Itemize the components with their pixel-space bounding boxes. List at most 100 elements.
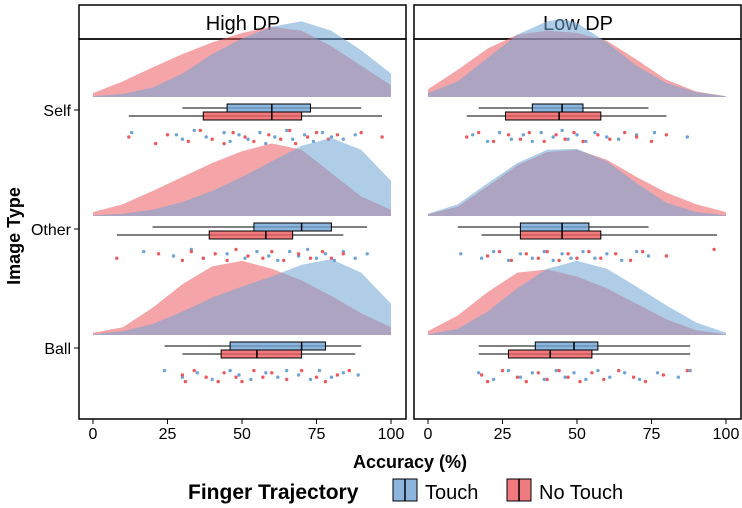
point-touch (542, 249, 546, 254)
density-touch (93, 21, 391, 97)
point-no-touch (566, 252, 570, 256)
point-no-touch (299, 368, 304, 373)
point-touch (617, 137, 621, 141)
point-no-touch (500, 368, 505, 373)
point-touch (491, 377, 496, 382)
box (531, 103, 584, 113)
point-touch (302, 133, 307, 137)
point-no-touch (213, 252, 217, 256)
box (519, 230, 602, 240)
point-no-touch (183, 379, 188, 384)
point-touch (637, 377, 642, 382)
point-no-touch (210, 137, 214, 141)
point-no-touch (599, 256, 603, 260)
point-touch (518, 252, 523, 256)
point-touch (560, 252, 564, 256)
point-no-touch (608, 137, 612, 141)
point-touch (509, 137, 514, 141)
point-touch (521, 133, 526, 137)
point-no-touch (231, 130, 235, 135)
point-touch (634, 249, 639, 254)
point-touch (130, 130, 134, 135)
point-no-touch (267, 133, 271, 137)
point-touch (608, 375, 612, 379)
x-tick-label: 50 (233, 426, 251, 443)
point-touch (551, 135, 555, 139)
point-no-touch (557, 258, 561, 263)
point-touch (542, 377, 546, 382)
point-no-touch (614, 252, 618, 256)
point-no-touch (252, 139, 256, 144)
density-touch (428, 148, 726, 216)
point-touch (311, 139, 316, 144)
point-touch (353, 256, 357, 260)
box (202, 111, 303, 121)
point-touch (491, 249, 496, 254)
point-touch (485, 139, 490, 144)
point-touch (646, 254, 651, 258)
point-no-touch (479, 373, 484, 377)
point-no-touch (320, 249, 325, 254)
point-no-touch (643, 379, 648, 384)
point-no-touch (634, 135, 639, 139)
y-axis-title: Image Type (4, 187, 24, 285)
point-touch (228, 368, 232, 373)
boxplot-touch (164, 341, 362, 351)
point-no-touch (335, 133, 340, 137)
point-no-touch (347, 368, 351, 373)
point-no-touch (664, 133, 669, 137)
point-touch (142, 249, 146, 254)
point-no-touch (524, 252, 528, 256)
point-no-touch (575, 256, 579, 260)
density-touch (428, 19, 726, 97)
point-touch (356, 373, 360, 377)
y-tick-label: Ball (44, 341, 71, 358)
point-no-touch (243, 135, 247, 139)
point-no-touch (661, 373, 666, 377)
point-touch (249, 377, 253, 382)
point-touch (563, 375, 567, 379)
box (220, 349, 303, 359)
point-touch (341, 371, 345, 375)
x-tick-label: 0 (424, 426, 433, 443)
y-tick-label: Other (31, 222, 72, 239)
point-touch (320, 130, 325, 135)
point-touch (296, 373, 301, 377)
point-no-touch (246, 254, 250, 258)
point-no-touch (545, 249, 549, 254)
point-touch (652, 130, 657, 135)
point-no-touch (557, 368, 561, 373)
point-no-touch (288, 128, 292, 133)
box (504, 111, 602, 121)
point-no-touch (536, 371, 540, 375)
point-touch (530, 139, 534, 144)
box (226, 103, 312, 113)
point-no-touch (380, 135, 384, 139)
y-tick-label: Self (43, 103, 71, 120)
point-touch (285, 368, 289, 373)
point-no-touch (623, 130, 627, 135)
point-no-touch (712, 247, 716, 252)
point-no-touch (186, 139, 191, 144)
point-touch (605, 135, 609, 139)
point-no-touch (628, 258, 633, 263)
point-touch (530, 371, 534, 375)
point-touch (291, 137, 295, 141)
point-touch (479, 256, 484, 260)
point-no-touch (180, 258, 185, 263)
box (229, 341, 326, 351)
point-no-touch (285, 377, 289, 382)
point-no-touch (518, 137, 523, 141)
point-no-touch (491, 139, 496, 144)
point-no-touch (590, 371, 594, 375)
point-touch (228, 139, 232, 144)
boxplot-touch (478, 103, 649, 113)
x-tick-label: 0 (89, 426, 98, 443)
point-no-touch (485, 379, 490, 384)
point-no-touch (201, 256, 205, 260)
point-touch (593, 256, 597, 260)
point-no-touch (198, 128, 202, 133)
point-touch (162, 368, 167, 373)
point-touch (288, 249, 292, 254)
